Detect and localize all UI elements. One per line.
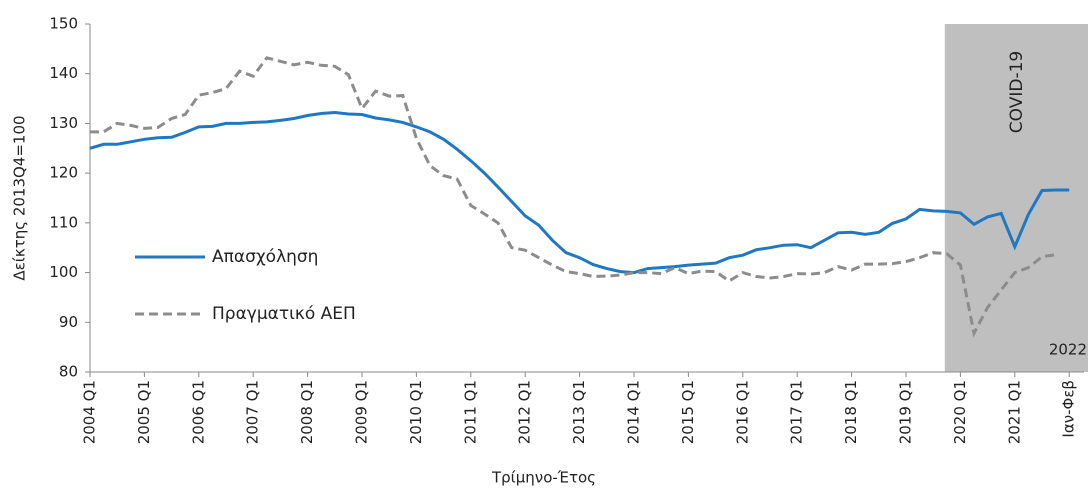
legend-label: Απασχόληση xyxy=(212,247,318,267)
annotation: 2022 xyxy=(1049,341,1087,359)
y-tick-label: 130 xyxy=(49,114,78,132)
x-tick-label: 2013 Q1 xyxy=(570,380,588,444)
y-tick-label: 110 xyxy=(49,213,78,231)
shade-label: COVID-19 xyxy=(1007,51,1027,133)
x-tick-label: 2021 Q1 xyxy=(1005,380,1023,444)
y-tick-label: 80 xyxy=(59,363,78,381)
y-axis-label: Δείκτης 2013Q4=100 xyxy=(11,115,29,280)
legend-label: Πραγματικό ΑΕΠ xyxy=(212,304,356,324)
y-tick-label: 100 xyxy=(49,263,78,281)
x-tick-label: 2004 Q1 xyxy=(81,380,99,444)
covid-shade xyxy=(944,24,1088,372)
y-tick-label: 140 xyxy=(49,64,78,82)
y-tick-label: 120 xyxy=(49,164,78,182)
x-tick-label: 2014 Q1 xyxy=(625,380,643,444)
x-tick-label: 2015 Q1 xyxy=(679,380,697,444)
line-series xyxy=(89,110,1070,275)
x-tick-label: 2010 Q1 xyxy=(407,380,425,444)
y-tick-label: 90 xyxy=(59,313,78,331)
x-tick-label: 2012 Q1 xyxy=(516,380,534,444)
x-tick-label: 2005 Q1 xyxy=(135,380,153,444)
x-tick-label: 2011 Q1 xyxy=(461,380,479,444)
x-tick-label: 2007 Q1 xyxy=(244,380,262,444)
x-tick-label: 2016 Q1 xyxy=(733,380,751,444)
x-tick-label: 2020 Q1 xyxy=(951,380,969,444)
x-tick-label: 2017 Q1 xyxy=(788,380,806,444)
x-tick-label: 2008 Q1 xyxy=(298,380,316,444)
x-tick-label: 2019 Q1 xyxy=(897,380,915,444)
x-tick-label: Ιαν-Φεβ xyxy=(1060,380,1078,438)
x-tick-label: 2018 Q1 xyxy=(842,380,860,444)
y-tick-label: 150 xyxy=(49,15,78,33)
line-series xyxy=(90,56,1056,338)
x-tick-label: 2009 Q1 xyxy=(353,380,371,444)
x-axis-label: Τρίμηνο-Έτος xyxy=(491,469,596,487)
x-tick-label: 2006 Q1 xyxy=(189,380,207,444)
